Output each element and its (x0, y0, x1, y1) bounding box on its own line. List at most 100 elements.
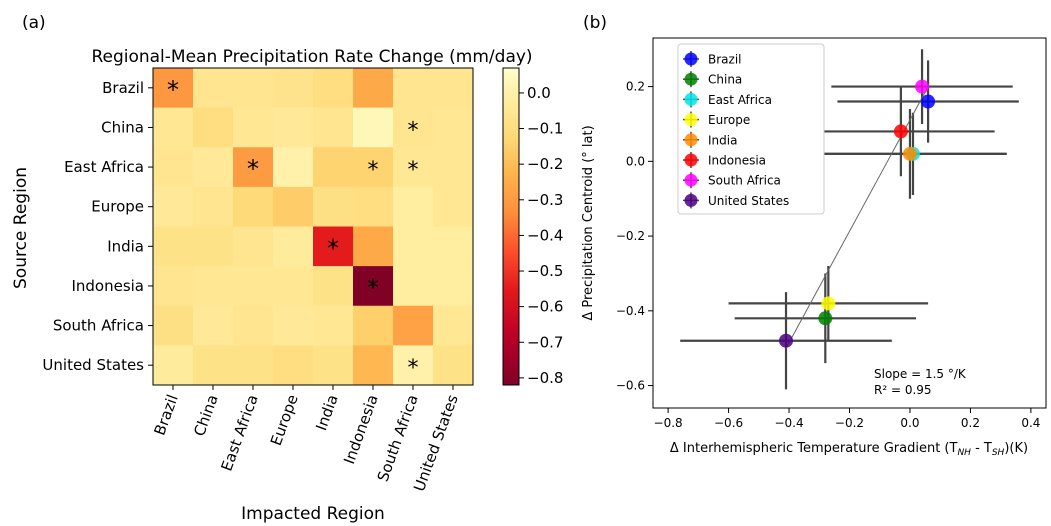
heatmap-cell (433, 186, 474, 227)
heatmap-cell (153, 226, 194, 267)
heatmap-cells: * * * * * * * * (153, 68, 474, 386)
heatmap-cell (153, 107, 194, 148)
heatmap-cell (393, 226, 434, 267)
heatmap-cell (233, 266, 274, 307)
scatter-point (821, 296, 836, 311)
significance-marker: * (408, 118, 419, 143)
legend-label: United States (708, 194, 789, 208)
significance-marker: * (327, 234, 339, 262)
legend-item: China (683, 71, 742, 88)
heatmap-x-axis-label: Impacted Region (241, 504, 385, 524)
legend-label: East Africa (708, 93, 772, 107)
heatmap-cell (233, 226, 274, 267)
heatmap-cell (433, 147, 474, 188)
x-axis-label-sub-nh: NH (957, 448, 971, 458)
heatmap-cell (153, 186, 194, 227)
significance-marker: * (367, 274, 379, 302)
y-tick-label: East Africa (64, 158, 144, 176)
legend-marker (684, 92, 698, 106)
heatmap-cell (273, 305, 314, 346)
scatter-panel: (b) −0.8 −0.6 −0.4 −0.2 0.0 0.2 0.4 0.2 0.0 −0.2… (581, 13, 1047, 458)
x-tick-label: 0.0 (900, 416, 919, 430)
heatmap-cell (233, 186, 274, 227)
y-tick-label: Brazil (102, 79, 144, 97)
heatmap-cell (153, 147, 194, 188)
heatmap-cell (433, 345, 474, 386)
heatmap-cell (393, 186, 434, 227)
legend-item: Europe (683, 111, 750, 128)
heatmap-cell (193, 266, 234, 307)
legend-label: China (708, 73, 742, 87)
heatmap-cell (313, 226, 354, 267)
y-tick-label: 0.0 (626, 154, 645, 168)
heatmap-cell (273, 186, 314, 227)
scatter-y-ticks: 0.2 0.0 −0.2 −0.4 −0.6 (616, 80, 653, 393)
heatmap-cell (353, 266, 394, 307)
x-tick-label: India (312, 392, 342, 433)
heatmap-cell (233, 345, 274, 386)
r-squared-annotation: R² = 0.95 (874, 383, 932, 397)
heatmap-cell (273, 226, 314, 267)
heatmap-cell (433, 266, 474, 307)
heatmap-cell (353, 345, 394, 386)
legend-marker (684, 193, 698, 207)
significance-marker: * (408, 158, 419, 183)
heatmap-y-ticks: Brazil China East Africa Europe India Indones… (42, 79, 153, 374)
y-tick-label: United States (42, 356, 144, 374)
x-tick-label: Europe (267, 392, 302, 448)
colorbar-tick-label: −0.6 (527, 298, 563, 316)
x-axis-label-main: Δ Interhemispheric Temperature Gradient … (670, 441, 958, 456)
y-tick-label: −0.6 (616, 379, 645, 393)
heatmap-cell (273, 147, 314, 188)
x-axis-label-sub-sh: SH (992, 448, 1005, 458)
heatmap-cell (393, 305, 434, 346)
heatmap-cell (353, 68, 394, 108)
colorbar-tick-label: −0.3 (527, 191, 563, 209)
heatmap-cell (393, 107, 434, 148)
x-tick-label: South Africa (374, 392, 422, 484)
legend-item: Indonesia (683, 152, 766, 168)
x-tick-label: Brazil (151, 392, 182, 437)
legend-marker (684, 133, 698, 147)
heatmap-cell (353, 305, 394, 346)
heatmap-cell (353, 186, 394, 227)
heatmap-cell (273, 266, 314, 307)
heatmap-cell (193, 345, 234, 386)
scatter-point (921, 94, 936, 109)
significance-marker: * (247, 155, 259, 183)
legend-marker (684, 173, 698, 187)
y-tick-label: −0.2 (616, 229, 645, 243)
scatter-y-axis-label: Δ Precipitation Centroid (° lat) (581, 125, 596, 320)
x-tick-label: China (190, 392, 222, 438)
x-tick-label: East Africa (218, 392, 262, 473)
heatmap-cell (313, 345, 354, 386)
scatter-point (779, 333, 794, 348)
colorbar-tick-label: −0.4 (527, 226, 563, 244)
x-axis-label-end: )(K) (1004, 441, 1028, 456)
legend-items: Brazil China East Africa Europe India Indones… (683, 51, 789, 209)
heatmap-cell (193, 147, 234, 188)
scatter-x-ticks: −0.8 −0.6 −0.4 −0.2 0.0 0.2 0.4 (654, 408, 1040, 430)
y-tick-label: Indonesia (71, 277, 144, 295)
heatmap-cell (193, 226, 234, 267)
heatmap-cell (393, 266, 434, 307)
colorbar (502, 67, 520, 386)
legend-label: Brazil (708, 53, 742, 67)
heatmap-cell (193, 305, 234, 346)
legend-item: India (683, 131, 737, 148)
significance-marker: * (408, 356, 419, 381)
heatmap-cell (313, 186, 354, 227)
x-tick-label: −0.8 (654, 416, 683, 430)
y-tick-label: 0.2 (626, 80, 645, 94)
heatmap-cell (233, 147, 274, 188)
heatmap-cell (233, 107, 274, 148)
heatmap-cell (153, 68, 194, 108)
significance-marker: * (167, 76, 179, 104)
heatmap-title: Regional-Mean Precipitation Rate Change … (91, 47, 532, 67)
legend-label: India (708, 133, 737, 147)
heatmap-y-axis-label: Source Region (11, 167, 31, 289)
heatmap-cell (433, 226, 474, 267)
x-tick-label: Indonesia (340, 392, 382, 466)
colorbar-tick-label: −0.5 (527, 262, 563, 280)
